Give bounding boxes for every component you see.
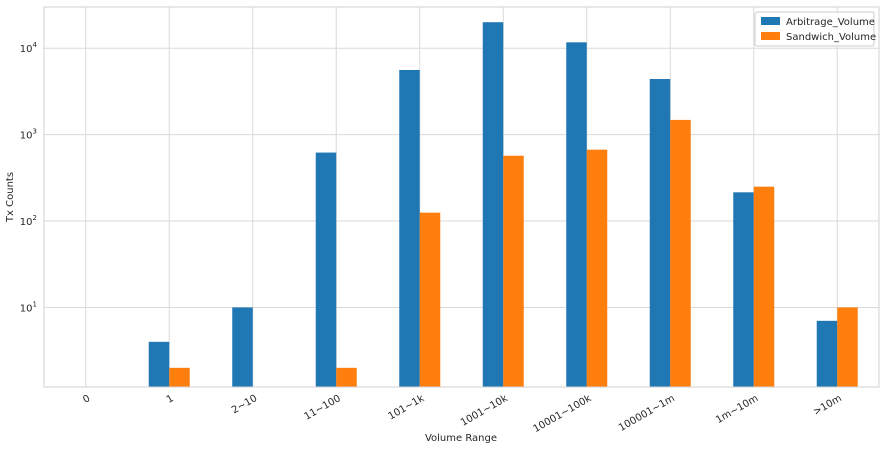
bar xyxy=(649,79,671,387)
bar xyxy=(503,155,524,387)
y-tick-exponent: 1 xyxy=(33,300,37,308)
x-tick-label: 11~100 xyxy=(302,393,342,423)
y-tick-base: 10 xyxy=(20,217,33,228)
legend-swatch xyxy=(761,17,780,25)
x-tick-label: 1001~10k xyxy=(459,393,510,429)
legend-label: Sandwich_Volume xyxy=(786,32,876,43)
y-tick-base: 10 xyxy=(20,303,33,314)
bar xyxy=(148,341,170,387)
x-axis-label: Volume Range xyxy=(425,433,497,444)
bar xyxy=(733,192,754,387)
x-tick-label: 1 xyxy=(165,393,176,406)
bar xyxy=(169,367,190,387)
x-tick-label: 101~1k xyxy=(386,393,426,422)
y-tick-label: 104 xyxy=(20,41,38,55)
y-axis-label: Tx Counts xyxy=(5,172,16,223)
y-tick-label: 102 xyxy=(20,214,37,228)
plot-frame xyxy=(43,6,880,388)
bar xyxy=(315,152,337,387)
legend-label: Arbitrage_Volume xyxy=(786,17,875,28)
bar xyxy=(419,212,441,387)
legend-box xyxy=(754,11,875,47)
bar xyxy=(399,69,420,387)
bar xyxy=(670,119,691,388)
bar xyxy=(566,42,587,387)
legend: Arbitrage_Volume Sandwich_Volume xyxy=(754,11,876,47)
x-tick-label: 0 xyxy=(81,393,92,406)
x-tick-label: 1m~10m xyxy=(714,393,760,426)
bar xyxy=(336,367,357,387)
x-tick-label: >10m xyxy=(812,393,844,418)
y-tick-exponent: 4 xyxy=(33,41,38,49)
y-tick-base: 10 xyxy=(20,131,33,142)
y-tick-label: 103 xyxy=(20,128,37,142)
x-tick-label: 10001~100k xyxy=(531,393,593,435)
legend-swatch xyxy=(761,32,780,40)
y-tick-exponent: 2 xyxy=(33,214,37,222)
bar xyxy=(586,149,608,387)
y-tick-label: 101 xyxy=(20,300,37,314)
plot-area: 0 1 2~10 11~100 101~1k 1001~10k 10001~100k 1000… xyxy=(20,6,880,435)
x-tick-label: 2~10 xyxy=(230,393,259,416)
y-tick-exponent: 3 xyxy=(33,128,37,136)
bar xyxy=(837,307,858,387)
bar xyxy=(482,22,504,387)
y-tick-base: 10 xyxy=(20,44,33,55)
bar xyxy=(232,307,253,387)
bar xyxy=(753,186,775,387)
x-tick-label: 100001~1m xyxy=(617,393,677,434)
bar xyxy=(816,320,838,387)
